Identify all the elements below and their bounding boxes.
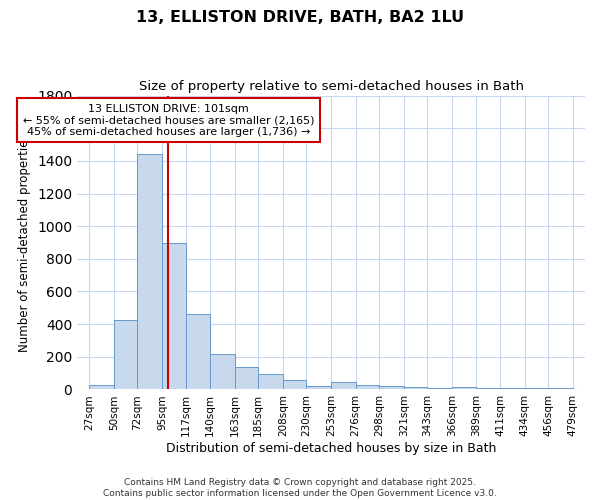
Bar <box>500 388 524 390</box>
Bar <box>356 384 379 390</box>
Text: Contains HM Land Registry data © Crown copyright and database right 2025.
Contai: Contains HM Land Registry data © Crown c… <box>103 478 497 498</box>
Bar <box>210 354 235 390</box>
Text: 13 ELLISTON DRIVE: 101sqm
← 55% of semi-detached houses are smaller (2,165)
45% : 13 ELLISTON DRIVE: 101sqm ← 55% of semi-… <box>23 104 314 137</box>
Bar <box>137 154 162 390</box>
Bar <box>524 388 548 390</box>
Bar <box>548 388 573 390</box>
Bar <box>283 380 307 390</box>
Bar <box>185 314 210 390</box>
Text: 13, ELLISTON DRIVE, BATH, BA2 1LU: 13, ELLISTON DRIVE, BATH, BA2 1LU <box>136 10 464 25</box>
Bar <box>235 368 259 390</box>
Bar <box>89 384 114 390</box>
Bar <box>259 374 283 390</box>
Bar <box>427 388 452 390</box>
Bar <box>476 388 500 390</box>
Bar <box>404 387 427 390</box>
Bar <box>331 382 356 390</box>
X-axis label: Distribution of semi-detached houses by size in Bath: Distribution of semi-detached houses by … <box>166 442 496 455</box>
Bar <box>379 386 404 390</box>
Bar <box>452 388 476 390</box>
Title: Size of property relative to semi-detached houses in Bath: Size of property relative to semi-detach… <box>139 80 524 93</box>
Y-axis label: Number of semi-detached properties: Number of semi-detached properties <box>19 133 31 352</box>
Bar <box>307 386 331 390</box>
Bar <box>114 320 137 390</box>
Bar <box>162 242 185 390</box>
